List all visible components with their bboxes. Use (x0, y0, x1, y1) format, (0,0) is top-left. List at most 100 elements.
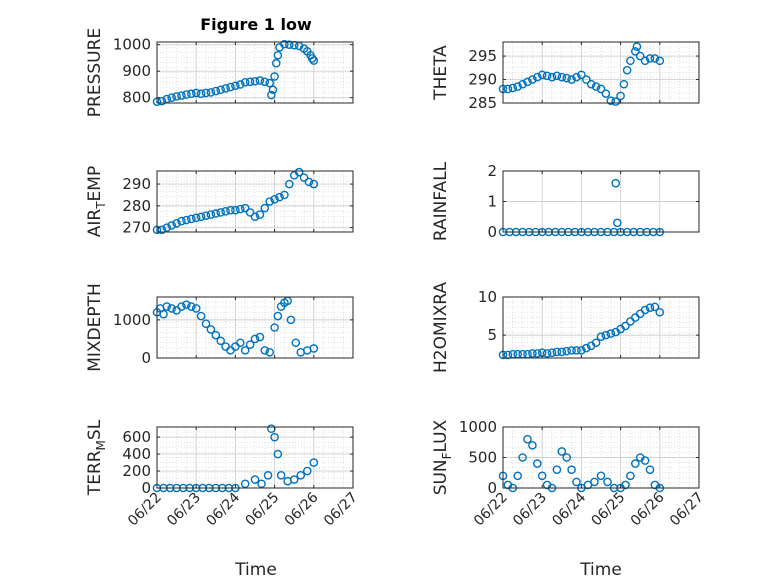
data-point (645, 54, 655, 63)
data-point (196, 89, 206, 99)
data-point (562, 453, 572, 462)
data-point (216, 208, 225, 217)
axes-box (156, 170, 354, 233)
data-point (182, 300, 191, 309)
data-point (309, 56, 319, 65)
data-point (557, 447, 567, 456)
data-point (508, 83, 518, 93)
data-point (267, 90, 276, 100)
data-point (240, 346, 250, 355)
data-point (201, 319, 211, 328)
y-tick-label: 10 (478, 288, 497, 306)
x-tick-label: 06/26 (628, 489, 668, 529)
data-point (280, 39, 289, 49)
data-point (263, 470, 273, 480)
subplot-h2omixra: 5 10 H2OMIXRA (431, 282, 700, 373)
y-tick-label: 295 (468, 47, 497, 65)
data-point (523, 77, 532, 87)
y-tick-label: 1000 (459, 418, 497, 436)
axes-box (156, 296, 354, 359)
y-tick-label: 0 (141, 349, 151, 367)
x-tick-label: 06/25 (243, 490, 283, 530)
data-point (503, 84, 513, 94)
data-point (626, 56, 635, 66)
data-point (260, 203, 270, 213)
data-point (635, 51, 645, 61)
data-point (655, 56, 665, 66)
data-point (528, 349, 537, 358)
data-point (299, 173, 309, 182)
data-point (518, 79, 527, 89)
y-tick-label: 270 (122, 219, 151, 237)
data-point (528, 440, 537, 450)
figure-title: Figure 1 low (200, 15, 312, 34)
y-tick-label: 1000 (113, 311, 151, 329)
data-point (547, 348, 557, 357)
data-point (245, 340, 255, 349)
data-point (172, 92, 181, 101)
data-point (268, 85, 278, 95)
data-point (235, 80, 245, 89)
data-point (309, 458, 319, 467)
data-point (552, 347, 562, 357)
x-tick-label: 06/27 (321, 490, 361, 530)
data-point (270, 323, 279, 332)
data-point (528, 75, 537, 84)
data-point (255, 76, 265, 85)
data-point (286, 315, 296, 325)
y-axis-label: THETA (431, 45, 451, 101)
data-point (201, 88, 211, 98)
data-point (557, 347, 567, 357)
axes-box (502, 41, 700, 104)
data-point (621, 321, 630, 331)
data-point (177, 216, 186, 226)
data-point (518, 453, 527, 462)
data-point (231, 205, 240, 215)
data-point (567, 346, 576, 355)
axes-box (156, 41, 354, 104)
data-point (513, 82, 523, 91)
data-point (309, 179, 319, 189)
data-point (270, 72, 279, 81)
data-point (572, 346, 581, 355)
data-point (582, 343, 591, 353)
y-tick-label: 290 (122, 175, 151, 193)
data-point (304, 177, 314, 187)
data-point (601, 89, 611, 98)
y-axis-label: TERRMSL (85, 419, 108, 496)
data-point (596, 332, 606, 341)
data-point (309, 344, 319, 353)
data-point (284, 40, 294, 49)
data-point (196, 311, 206, 321)
data-point (582, 75, 591, 84)
data-point (157, 225, 167, 235)
data-point (640, 305, 650, 315)
data-point (275, 192, 284, 202)
data-point (619, 79, 629, 89)
data-point (613, 218, 622, 228)
data-point (245, 77, 255, 87)
data-point (280, 190, 289, 200)
data-point (177, 91, 186, 100)
y-tick-label: 400 (122, 445, 151, 463)
y-tick-label: 1000 (113, 36, 151, 54)
y-tick-label: 0 (487, 479, 497, 497)
xlabel-right: Time (579, 560, 622, 580)
y-tick-label: 200 (122, 462, 151, 480)
data-point (523, 434, 532, 444)
data-point (250, 475, 260, 484)
data-point (271, 58, 281, 68)
data-point (645, 465, 655, 475)
data-point (294, 167, 304, 177)
data-point (240, 78, 250, 87)
data-point (240, 479, 250, 489)
data-point (245, 208, 255, 217)
subplot-air-temp: 270 280 290 AIRTEMP (85, 166, 354, 237)
x-tick-label: 06/27 (667, 490, 707, 530)
data-point (265, 78, 275, 88)
data-point (240, 203, 250, 213)
data-point (206, 88, 216, 97)
y-axis-label: PRESSURE (85, 28, 105, 117)
